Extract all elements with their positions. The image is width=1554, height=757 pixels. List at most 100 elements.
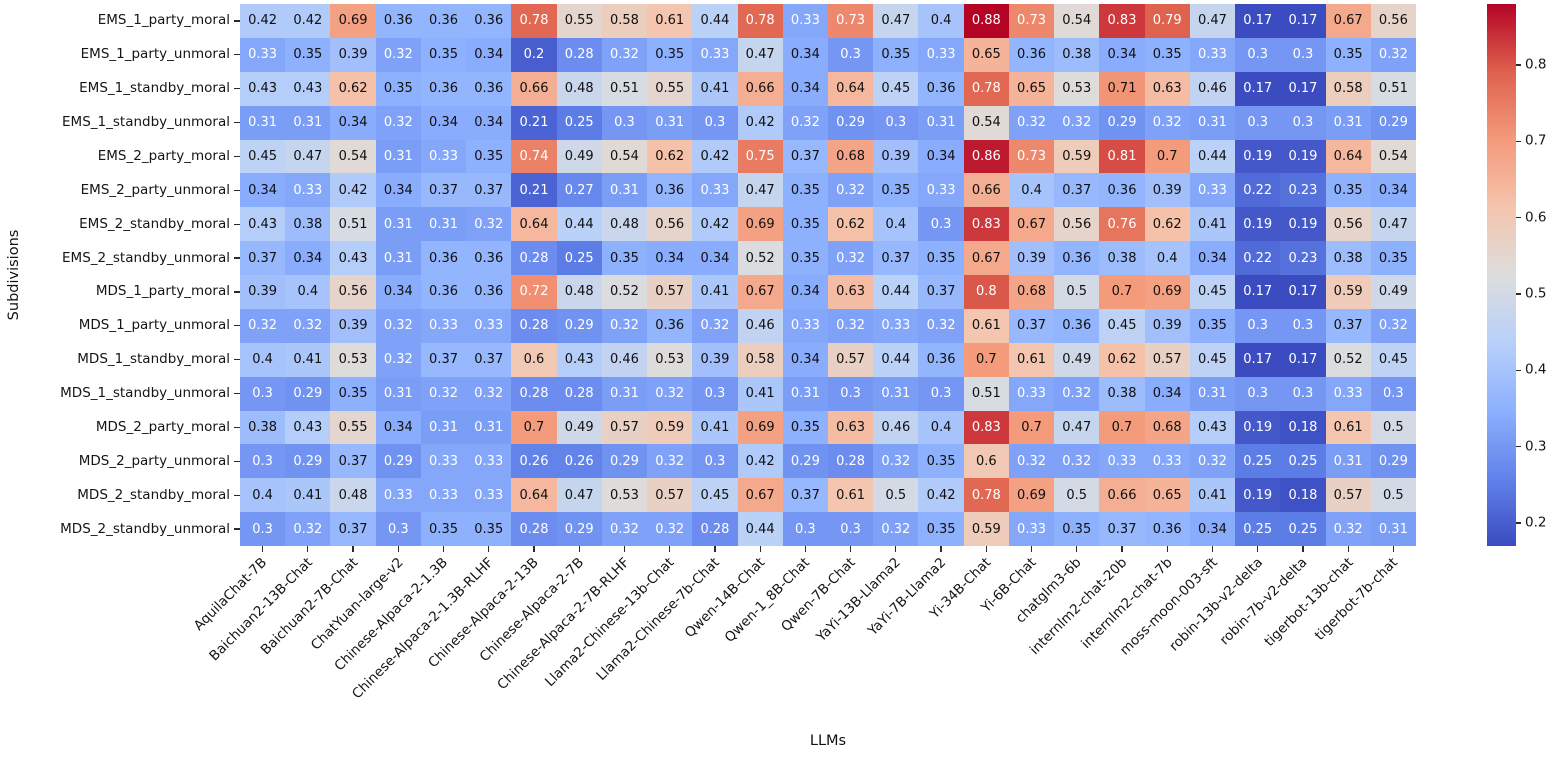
heatmap-cell: 0.17 (1235, 4, 1281, 38)
heatmap-cell: 0.31 (1325, 105, 1371, 140)
heatmap-cell: 0.27 (556, 173, 602, 208)
heatmap-cell: 0.32 (647, 512, 693, 546)
heatmap-cell: 0.37 (420, 342, 467, 377)
heatmap-cell: 0.51 (330, 207, 376, 242)
y-tick-mark (234, 291, 240, 293)
y-tick-mark (234, 20, 240, 22)
heatmap-cell: 0.32 (601, 308, 648, 343)
heatmap-cell: 0.34 (782, 275, 828, 309)
heatmap-cell: 0.78 (963, 71, 1009, 106)
heatmap-cell: 0.3 (1370, 376, 1416, 411)
heatmap-cell: 0.7 (963, 342, 1009, 377)
heatmap-cell: 0.49 (556, 410, 602, 445)
heatmap-cell: 0.53 (330, 342, 376, 377)
heatmap-cell: 0.29 (556, 308, 602, 343)
colorbar-tick-mark (1516, 293, 1521, 295)
heatmap-cell: 0.3 (873, 105, 919, 140)
y-tick-label: MDS_1_party_moral (95, 283, 230, 300)
heatmap-cell: 0.47 (1189, 4, 1236, 38)
heatmap-cell: 0.32 (466, 376, 512, 411)
heatmap-cell: 0.44 (737, 512, 783, 546)
heatmap-cell: 0.25 (1280, 444, 1326, 479)
y-tick-label: EMS_1_party_unmoral (80, 46, 230, 63)
heatmap-cell: 0.3 (692, 105, 738, 140)
heatmap-cell: 0.4 (285, 275, 331, 309)
heatmap-cell: 0.37 (1099, 512, 1145, 546)
heatmap-cell: 0.33 (420, 308, 467, 343)
heatmap-cell: 0.37 (782, 139, 828, 174)
heatmap-cell: 0.41 (737, 376, 783, 411)
heatmap-cell: 0.68 (1008, 275, 1055, 309)
y-tick-label: MDS_1_standby_moral (77, 351, 230, 368)
heatmap-cell: 0.26 (511, 444, 557, 479)
heatmap-cell: 0.19 (1235, 139, 1281, 174)
x-tick-mark (397, 546, 399, 552)
heatmap-cell: 0.36 (1008, 37, 1055, 72)
heatmap-cell: 0.46 (601, 342, 648, 377)
y-tick-mark (234, 54, 240, 56)
heatmap-cell: 0.8 (963, 275, 1009, 309)
heatmap-cell: 0.32 (285, 308, 331, 343)
heatmap-cell: 0.32 (692, 308, 738, 343)
heatmap-cell: 0.25 (556, 241, 602, 275)
heatmap-cell: 0.55 (556, 4, 602, 38)
heatmap-cell: 0.29 (782, 444, 828, 479)
heatmap-cell: 0.32 (1370, 308, 1416, 343)
heatmap-cell: 0.37 (1008, 308, 1055, 343)
heatmap-cell: 0.25 (1280, 512, 1326, 546)
heatmap-cell: 0.32 (466, 207, 512, 242)
colorbar-tick-label: 0.3 (1525, 438, 1547, 454)
heatmap-cell: 0.28 (511, 512, 557, 546)
y-tick-label: MDS_2_standby_moral (77, 486, 230, 503)
heatmap-cell: 0.61 (1325, 410, 1371, 445)
heatmap-cell: 0.41 (1189, 207, 1236, 242)
heatmap-cell: 0.61 (963, 308, 1009, 343)
heatmap-cell: 0.34 (466, 105, 512, 140)
heatmap-cell: 0.3 (601, 105, 648, 140)
heatmap-cell: 0.32 (1008, 105, 1055, 140)
heatmap-cell: 0.48 (556, 275, 602, 309)
heatmap-cell: 0.31 (1325, 444, 1371, 479)
heatmap-cell: 0.64 (511, 207, 557, 242)
colorbar-tick-mark (1516, 217, 1521, 219)
heatmap-cell: 0.35 (466, 139, 512, 174)
heatmap-cell: 0.19 (1280, 139, 1326, 174)
heatmap-cell: 0.37 (420, 173, 467, 208)
heatmap-cell: 0.35 (782, 173, 828, 208)
heatmap-cell: 0.42 (737, 105, 783, 140)
heatmap-cell: 0.81 (1099, 139, 1145, 174)
x-tick-mark (578, 546, 580, 552)
heatmap-cell: 0.19 (1235, 410, 1281, 445)
heatmap-cell: 0.34 (375, 410, 421, 445)
heatmap-cell: 0.49 (1054, 342, 1100, 377)
heatmap-cell: 0.57 (647, 275, 693, 309)
x-tick-mark (1076, 546, 1078, 552)
heatmap-cell: 0.35 (1144, 37, 1190, 72)
colorbar-tick-mark (1516, 446, 1521, 448)
y-tick-label: MDS_2_standby_unmoral (60, 520, 230, 537)
heatmap-cell: 0.5 (1054, 478, 1100, 513)
heatmap-cell: 0.5 (1054, 275, 1100, 309)
heatmap-cell: 0.33 (285, 173, 331, 208)
x-tick-mark (1166, 546, 1168, 552)
heatmap-cell: 0.51 (601, 71, 648, 106)
y-tick-label: EMS_2_party_moral (97, 147, 230, 164)
heatmap-cell: 0.3 (782, 512, 828, 546)
heatmap-cell: 0.62 (647, 139, 693, 174)
heatmap-cell: 0.33 (375, 478, 421, 513)
heatmap-cell: 0.38 (1325, 241, 1371, 275)
x-tick-mark (759, 546, 761, 552)
heatmap-cell: 0.17 (1280, 342, 1326, 377)
heatmap-cell: 0.35 (918, 512, 964, 546)
heatmap-cell: 0.31 (918, 105, 964, 140)
heatmap-cell: 0.58 (737, 342, 783, 377)
heatmap-cell: 0.54 (1370, 139, 1416, 174)
heatmap-cell: 0.39 (330, 308, 376, 343)
heatmap-cell: 0.38 (285, 207, 331, 242)
heatmap-cell: 0.34 (692, 241, 738, 275)
heatmap-cell: 0.66 (737, 71, 783, 106)
heatmap-cell: 0.32 (828, 173, 874, 208)
heatmap-cell: 0.33 (692, 173, 738, 208)
heatmap-cell: 0.29 (375, 444, 421, 479)
heatmap-cell: 0.34 (330, 105, 376, 140)
